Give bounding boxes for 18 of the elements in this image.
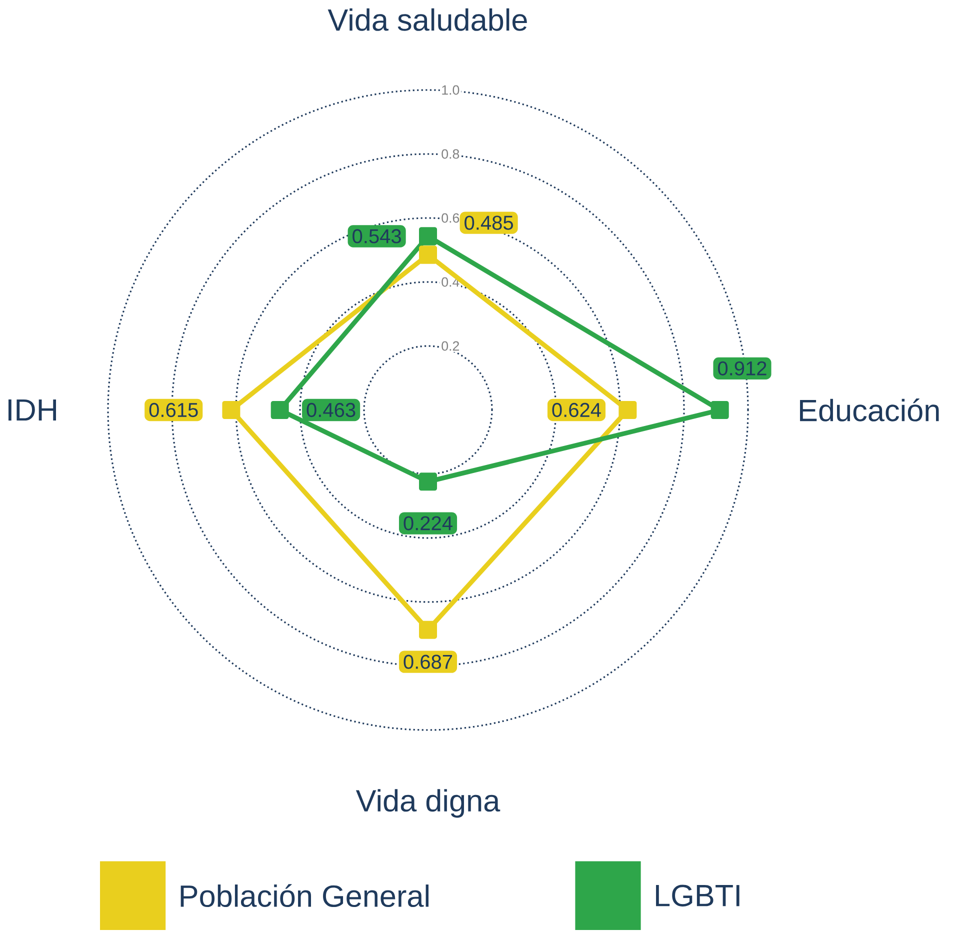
legend-label: Población General <box>180 884 429 908</box>
data-label: 0.624 <box>552 402 601 418</box>
spoke-label: IDH <box>8 399 56 421</box>
data-label: 0.463 <box>306 402 356 418</box>
data-label: 0.912 <box>718 361 766 376</box>
spoke-label: Educación <box>800 398 939 422</box>
data-label: 0.615 <box>149 402 198 418</box>
spoke-label: Vida saludable <box>328 8 527 31</box>
y-tick-label: 0.6 <box>442 213 460 223</box>
data-label: 0.224 <box>404 516 452 530</box>
y-tick-label: 0.2 <box>442 341 460 351</box>
data-label: 0.543 <box>352 229 401 244</box>
y-tick-label: 1.0 <box>442 85 460 95</box>
data-label: 0.687 <box>404 654 452 669</box>
legend-label: LGBTI <box>656 884 740 906</box>
data-label: 0.485 <box>464 216 513 230</box>
y-tick-label: 0.8 <box>442 149 460 159</box>
spoke-label: Vida digna <box>356 789 500 818</box>
